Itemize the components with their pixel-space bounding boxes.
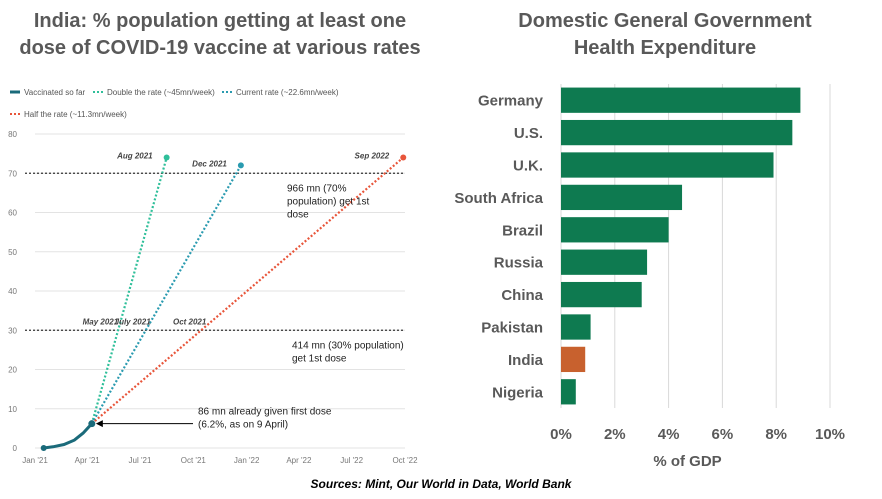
date-annotation: July 2021 [115, 317, 152, 326]
y-tick-label: 0 [13, 444, 18, 453]
bar [561, 281, 642, 308]
category-label: U.K. [513, 158, 543, 175]
x-tick-label: 8% [765, 426, 787, 443]
x-tick-label: 2% [604, 426, 626, 443]
bar [561, 314, 591, 340]
category-label: U.S. [514, 125, 543, 142]
x-tick-label: 10% [815, 426, 845, 443]
x-tick-label: 6% [712, 426, 734, 443]
x-tick-label: Oct '21 [181, 456, 207, 465]
projection-end-point [163, 154, 170, 161]
right-chart-title: Domestic General Government Health Expend… [518, 10, 812, 59]
bar [561, 249, 648, 275]
date-annotation: Oct 2021 [173, 317, 207, 326]
date-annotation: Sep 2022 [355, 152, 390, 161]
reference-note-70: 966 mn (70% population) get 1st dose [287, 183, 370, 220]
category-label: Russia [494, 255, 544, 272]
x-tick-label: Oct '22 [392, 456, 418, 465]
source-note: Sources: Mint, Our World in Data, World … [310, 477, 572, 491]
projection-line [91, 156, 404, 425]
date-annotation: Dec 2021 [192, 159, 227, 168]
legend-label: Current rate (~22.6mn/week) [236, 88, 339, 97]
category-label: Pakistan [481, 320, 543, 337]
bar [561, 346, 586, 373]
legend-label: Vaccinated so far [24, 88, 86, 97]
x-tick-label: 4% [658, 426, 680, 443]
x-tick-label: Apr '21 [75, 456, 101, 465]
health-expenditure-bar-chart: 0% 2% 4% 6% 8% 10% Germany U.S. U.K. South Africa… [454, 84, 845, 470]
projection-end-point [237, 162, 244, 169]
left-chart-title: India: % population getting at least one… [19, 10, 421, 59]
x-tick-label: Jan '21 [22, 456, 48, 465]
projection-line [90, 164, 242, 425]
vaccinated-current-point [88, 420, 96, 428]
category-label: Nigeria [492, 384, 544, 401]
bar [561, 184, 683, 211]
x-tick-label: Jul '22 [340, 456, 363, 465]
bar [561, 379, 576, 405]
vaccination-line-chart: Vaccinated so far Double the rate (~45mn/… [8, 88, 418, 465]
y-tick-label: 30 [8, 326, 17, 335]
category-label: Brazil [502, 222, 543, 239]
x-tick-label: 0% [550, 426, 572, 443]
legend-label: Half the rate (~11.3mn/week) [24, 110, 127, 119]
category-label: South Africa [454, 190, 543, 207]
y-tick-label: 40 [8, 287, 17, 296]
annotation-text: 86 mn already given first dose (6.2%, as … [198, 407, 332, 431]
category-label: India [508, 352, 544, 369]
y-tick-label: 70 [8, 169, 17, 178]
vaccinated-start-point [40, 445, 47, 451]
vaccinated-so-far-line [43, 422, 93, 450]
legend-label: Double the rate (~45mn/week) [107, 88, 215, 97]
y-tick-label: 20 [8, 366, 17, 375]
category-label: Germany [478, 93, 544, 110]
date-annotation: Aug 2021 [116, 152, 153, 161]
date-annotation: May 2021 [83, 317, 119, 326]
y-tick-label: 50 [8, 248, 17, 257]
x-tick-label: Jul '21 [129, 456, 152, 465]
x-tick-label: Apr '22 [286, 456, 312, 465]
projection-end-point [400, 154, 407, 161]
x-tick-label: Jan '22 [234, 456, 260, 465]
y-tick-label: 10 [8, 405, 17, 414]
reference-note-30: 414 mn (30% population) get 1st dose [292, 340, 404, 364]
bar [561, 217, 669, 243]
x-axis-label: % of GDP [653, 453, 721, 470]
category-label: China [501, 287, 543, 304]
annotation-arrowhead [95, 420, 103, 428]
bar [561, 152, 774, 178]
y-tick-label: 80 [8, 130, 17, 139]
bar [561, 87, 801, 113]
y-tick-label: 60 [8, 209, 17, 218]
bar [561, 119, 793, 146]
